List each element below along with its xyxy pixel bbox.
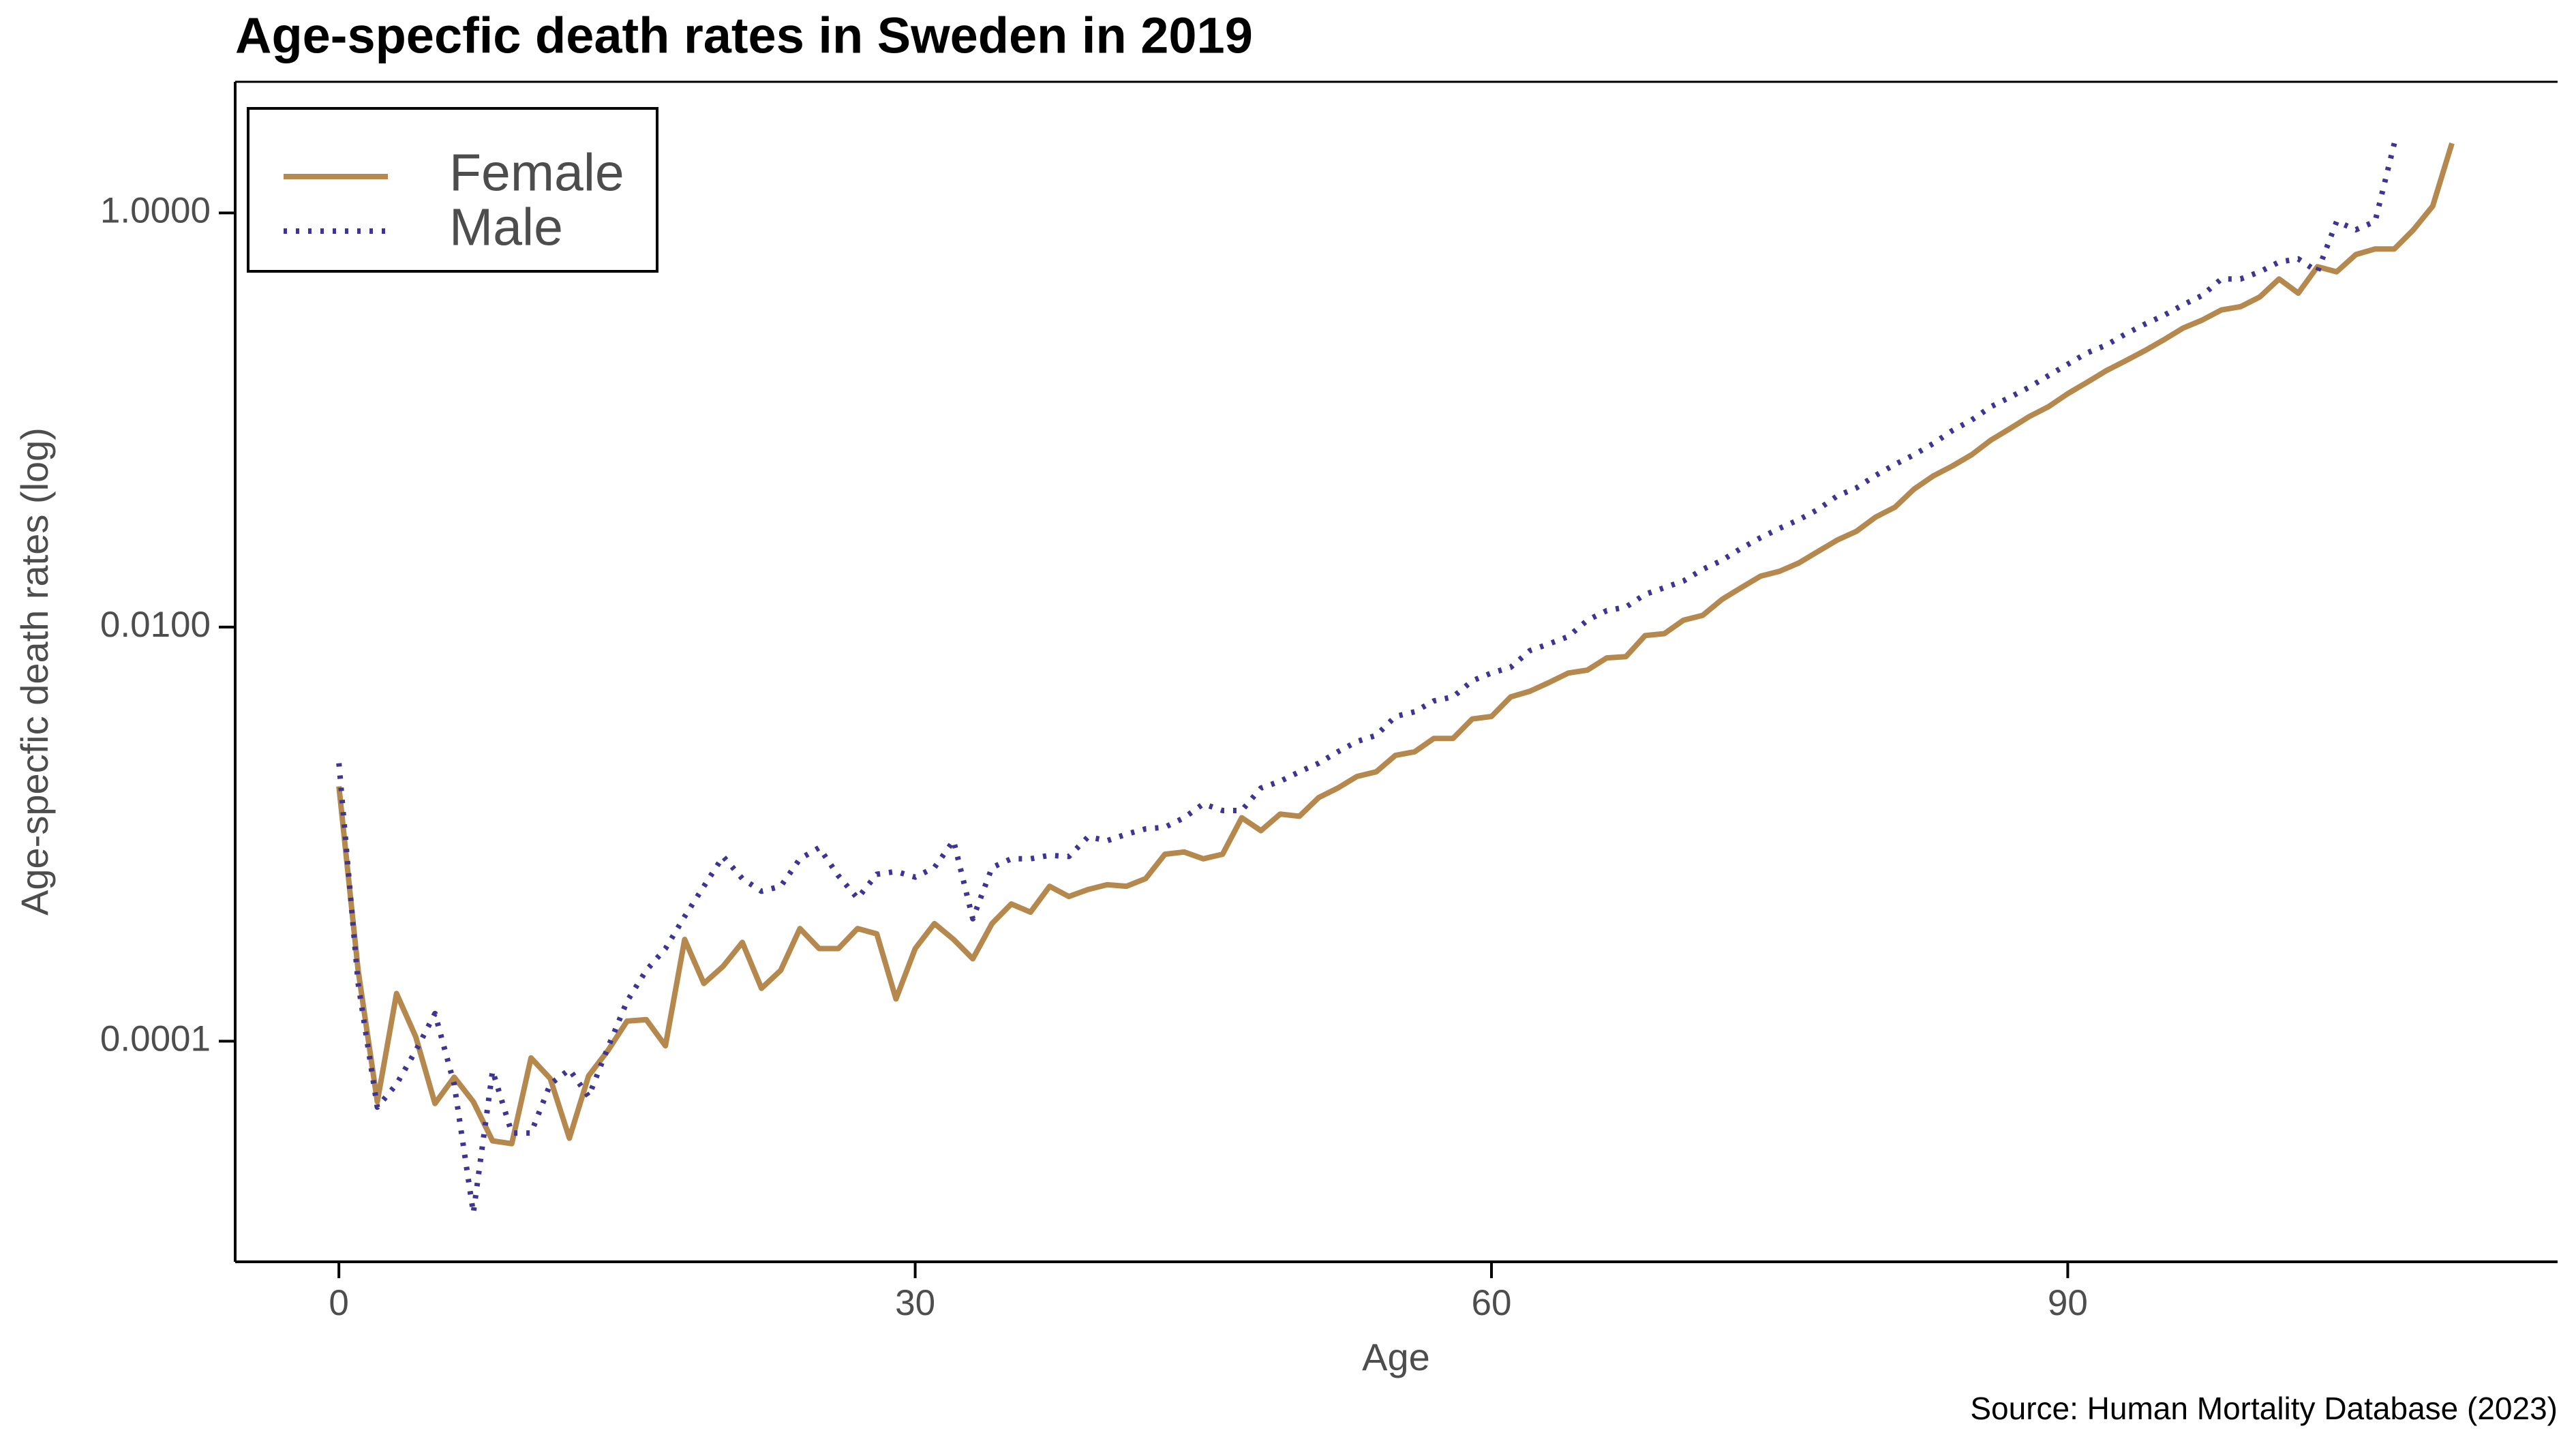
y-tick-label: 1.0000 [100,190,211,230]
y-tick-label: 0.0001 [100,1018,211,1059]
legend-label: Male [449,198,563,256]
source-note: Source: Human Mortality Database (2023) [1970,1391,2558,1426]
x-tick-label: 60 [1472,1283,1512,1323]
legend-label: Female [449,143,624,202]
series-line [336,142,2455,1147]
legend-box [247,107,658,273]
x-tick-label: 0 [329,1283,348,1323]
x-tick-label: 90 [2048,1283,2088,1323]
x-tick-label: 30 [895,1283,935,1323]
chart-title: Age-specfic death rates in Sweden in 201… [235,7,1253,64]
y-axis-label: Age-specfic death rates (log) [13,427,56,916]
x-axis-label: Age [1362,1335,1430,1378]
y-tick-label: 0.0100 [100,605,211,645]
series-line [336,142,2397,1216]
